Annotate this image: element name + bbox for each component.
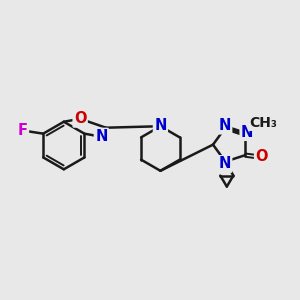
Text: CH₃: CH₃ bbox=[249, 116, 277, 130]
Text: N: N bbox=[219, 157, 231, 172]
Text: N: N bbox=[154, 118, 167, 134]
Text: N: N bbox=[219, 118, 231, 133]
Text: N: N bbox=[95, 129, 107, 144]
Text: O: O bbox=[74, 111, 86, 126]
Text: F: F bbox=[18, 123, 28, 138]
Text: N: N bbox=[241, 124, 253, 140]
Text: O: O bbox=[255, 149, 268, 164]
